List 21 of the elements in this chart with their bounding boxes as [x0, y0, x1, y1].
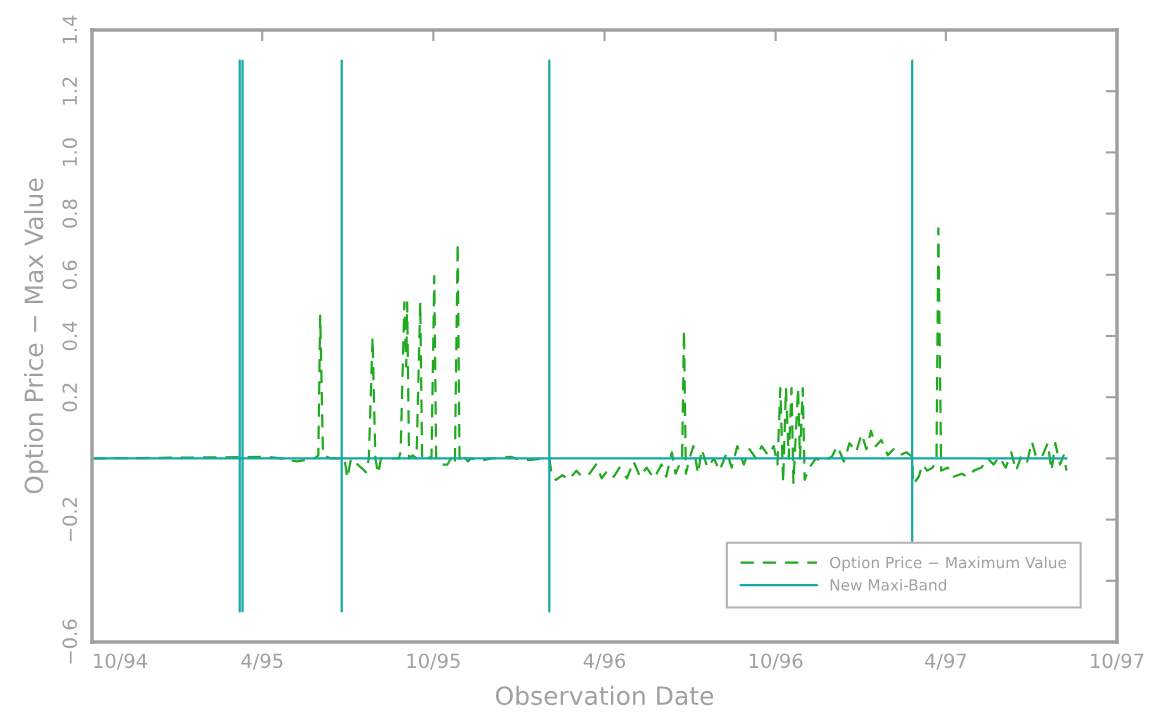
- y-tick-label: 0.6: [62, 260, 78, 289]
- y-tick-label: 1.4: [62, 15, 77, 44]
- x-tick-label: 10/96: [749, 653, 803, 670]
- x-tick-label: 10/97: [1091, 653, 1144, 670]
- x-tick-label: 4/97: [924, 653, 967, 670]
- y-tick-label: −0.2: [62, 497, 78, 542]
- x-tick-label: 10/94: [94, 653, 147, 670]
- y-tick-label: 1.0: [62, 138, 78, 166]
- x-tick-label: 10/95: [407, 653, 460, 670]
- y-tick-label: 0.4: [62, 321, 78, 351]
- legend-label: New Maxi-Band: [830, 578, 946, 591]
- y-axis-title: Option Price − Max Value: [23, 178, 49, 494]
- y-tick-label: 0.2: [62, 383, 78, 412]
- y-tick-label: 1.2: [62, 77, 77, 105]
- x-axis-title: Observation Date: [495, 685, 714, 706]
- x-tick-label: 4/96: [583, 653, 626, 670]
- y-tick-label: −0.6: [62, 619, 78, 664]
- y-tick-label: 0.8: [62, 199, 78, 228]
- legend-label: Option Price − Maximum Value: [830, 556, 1067, 572]
- line-series: [92, 59, 1068, 613]
- x-tick-label: 4/95: [241, 653, 283, 670]
